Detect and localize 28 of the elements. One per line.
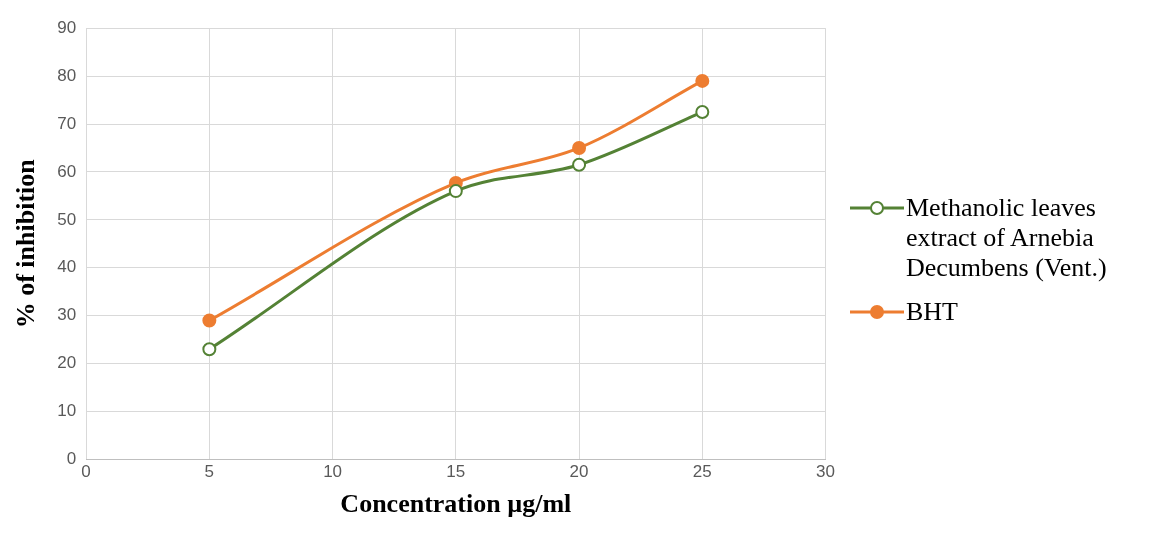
x-tick-label: 5 <box>204 462 215 482</box>
y-axis-title: % of inhibition <box>11 158 41 329</box>
y-tick-label: 10 <box>57 401 77 421</box>
point <box>202 342 217 357</box>
point <box>695 73 710 88</box>
x-tick-label: 30 <box>816 462 836 482</box>
legend-label: Methanolic leaves extract of Arnebia Decumbens (Vent.) <box>906 192 1108 283</box>
legend-label: BHT <box>906 296 958 327</box>
x-axis-title: Concentration µg/ml <box>340 489 572 519</box>
y-tick-label: 20 <box>57 353 77 373</box>
x-tick-label: 20 <box>569 462 589 482</box>
point <box>695 105 710 120</box>
x-tick-label: 0 <box>81 462 91 482</box>
y-tick-label: 0 <box>66 449 77 469</box>
y-tick-label: 70 <box>57 113 77 133</box>
y-tick-label: 80 <box>57 65 77 85</box>
x-tick-label: 15 <box>446 462 466 482</box>
y-tick-label: 30 <box>57 305 77 325</box>
x-tick-label: 25 <box>692 462 712 482</box>
point <box>572 157 587 172</box>
point <box>572 140 587 155</box>
y-tick-label: 90 <box>57 17 77 37</box>
point <box>202 313 217 328</box>
y-tick-label: 50 <box>57 209 77 229</box>
y-tick-label: 40 <box>57 257 77 277</box>
y-tick-label: 60 <box>57 161 77 181</box>
point <box>448 184 463 199</box>
x-tick-label: 10 <box>323 462 343 482</box>
